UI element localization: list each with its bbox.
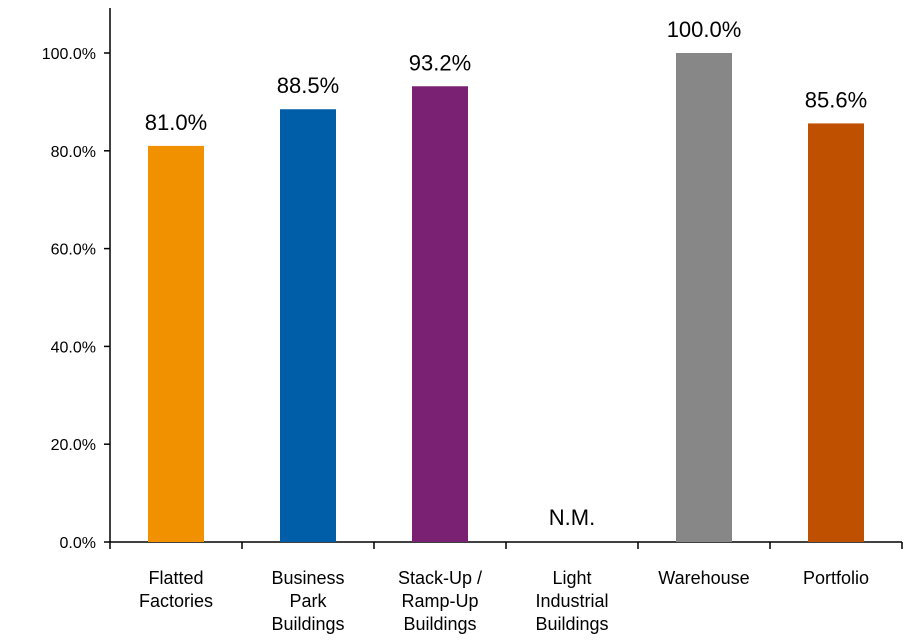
category-label: Stack-Up / Ramp-Up Buildings [398, 568, 482, 634]
x-axis [109, 541, 903, 549]
category-label-line: Business [271, 568, 344, 588]
category-label: Warehouse [658, 568, 749, 588]
y-axis: 0.0% 20.0% 40.0% 60.0% 80.0% 100.0% [42, 8, 111, 552]
y-tick-label: 0.0% [60, 535, 96, 552]
data-label: 93.2% [409, 50, 471, 75]
y-tick-label: 20.0% [51, 437, 96, 454]
category-label-line: Flatted [148, 568, 203, 588]
category-label: Business Park Buildings [271, 568, 344, 634]
category-label: Flatted Factories [139, 568, 213, 611]
category-label-line: Buildings [535, 614, 608, 634]
category-label-line: Portfolio [803, 568, 869, 588]
data-label: N.M. [549, 505, 595, 530]
category-label: Light Industrial Buildings [535, 568, 608, 634]
category-label-line: Warehouse [658, 568, 749, 588]
y-tick-label: 100.0% [42, 46, 96, 63]
y-tick-label: 60.0% [51, 242, 96, 259]
data-label: 100.0% [667, 17, 742, 42]
category-label-line: Factories [139, 591, 213, 611]
category-label-line: Stack-Up / [398, 568, 482, 588]
data-labels: 81.0% 88.5% 93.2% N.M. 100.0% 85.6% [145, 17, 867, 530]
data-label: 85.6% [805, 87, 867, 112]
data-label: 88.5% [277, 73, 339, 98]
y-tick-label: 40.0% [51, 339, 96, 356]
y-tick-label: 80.0% [51, 144, 96, 161]
category-label-line: Buildings [403, 614, 476, 634]
category-label-line: Ramp-Up [401, 591, 478, 611]
bar [808, 123, 864, 542]
data-label: 81.0% [145, 110, 207, 135]
bar [676, 53, 732, 542]
category-label: Portfolio [803, 568, 869, 588]
category-label-line: Light [552, 568, 591, 588]
bar [412, 86, 468, 542]
bar [148, 145, 204, 542]
category-label-line: Industrial [535, 591, 608, 611]
category-label-line: Buildings [271, 614, 344, 634]
bars [148, 53, 864, 543]
bar [280, 109, 336, 543]
category-label-line: Park [289, 591, 327, 611]
